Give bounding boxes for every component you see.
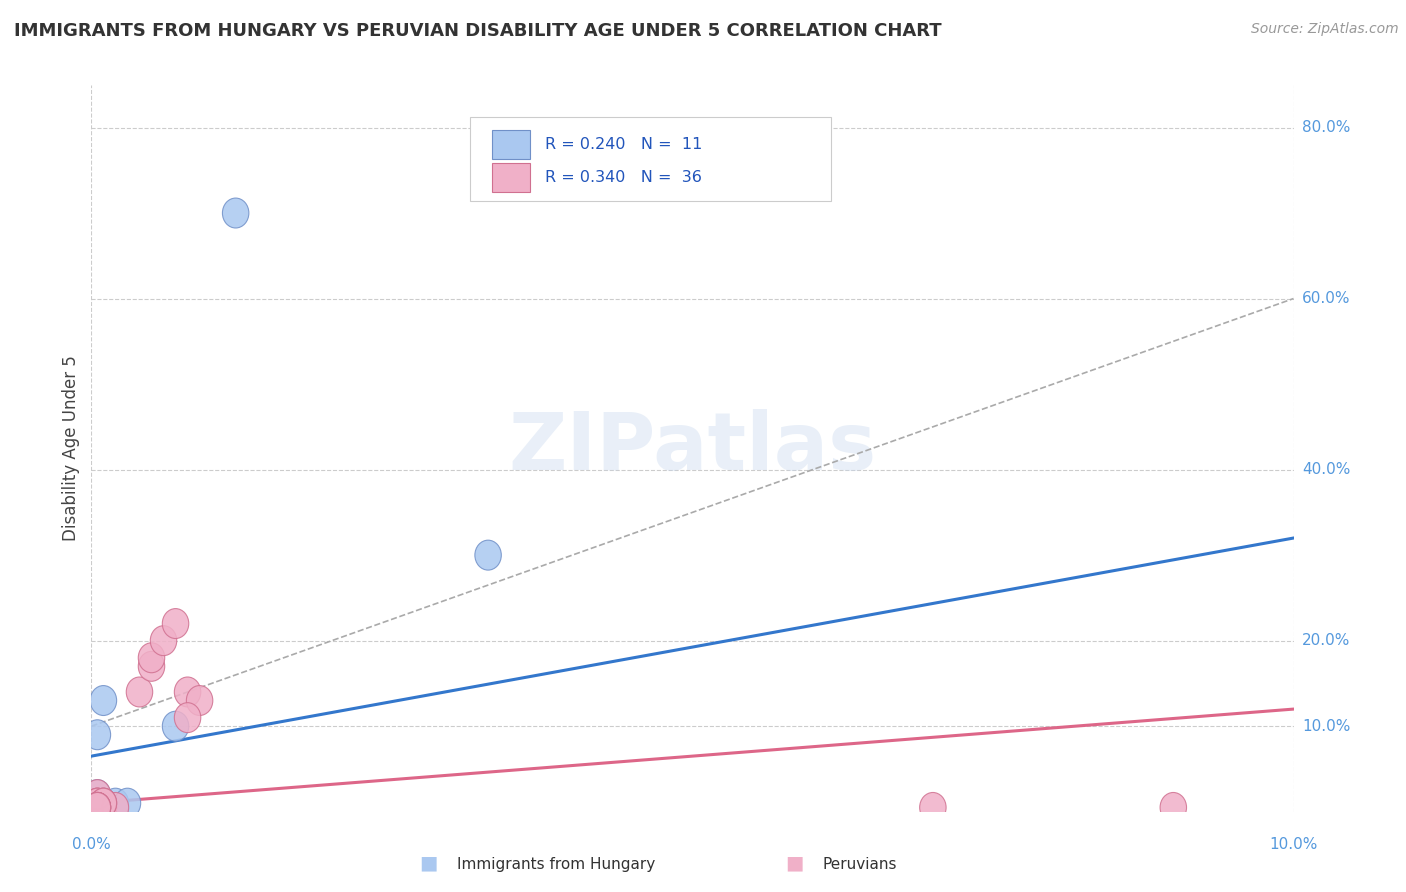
Ellipse shape <box>187 686 212 715</box>
Ellipse shape <box>84 792 111 822</box>
Ellipse shape <box>162 711 188 741</box>
Ellipse shape <box>84 792 111 822</box>
Text: 80.0%: 80.0% <box>1302 120 1350 135</box>
Ellipse shape <box>84 792 111 822</box>
Ellipse shape <box>84 792 111 822</box>
Text: Immigrants from Hungary: Immigrants from Hungary <box>457 857 655 872</box>
Ellipse shape <box>84 792 111 822</box>
Ellipse shape <box>84 789 111 818</box>
Text: ■: ■ <box>419 854 439 872</box>
Ellipse shape <box>84 789 111 818</box>
Ellipse shape <box>174 703 201 732</box>
Ellipse shape <box>84 792 111 822</box>
Ellipse shape <box>127 677 153 707</box>
Text: IMMIGRANTS FROM HUNGARY VS PERUVIAN DISABILITY AGE UNDER 5 CORRELATION CHART: IMMIGRANTS FROM HUNGARY VS PERUVIAN DISA… <box>14 22 942 40</box>
Text: 10.0%: 10.0% <box>1270 837 1317 852</box>
Ellipse shape <box>90 792 117 822</box>
Ellipse shape <box>174 677 201 707</box>
Ellipse shape <box>84 792 111 822</box>
Ellipse shape <box>103 789 129 818</box>
Text: Source: ZipAtlas.com: Source: ZipAtlas.com <box>1251 22 1399 37</box>
Ellipse shape <box>114 789 141 818</box>
Ellipse shape <box>84 792 111 822</box>
Ellipse shape <box>138 651 165 681</box>
Bar <box>492 163 530 193</box>
Ellipse shape <box>150 625 177 656</box>
Text: ZIPatlas: ZIPatlas <box>509 409 876 487</box>
Text: R = 0.240   N =  11: R = 0.240 N = 11 <box>544 136 702 152</box>
Ellipse shape <box>84 792 111 822</box>
Ellipse shape <box>84 789 111 818</box>
Ellipse shape <box>84 792 111 822</box>
Ellipse shape <box>84 792 111 822</box>
Ellipse shape <box>84 780 111 810</box>
Text: R = 0.340   N =  36: R = 0.340 N = 36 <box>544 170 702 186</box>
FancyBboxPatch shape <box>470 118 831 201</box>
Ellipse shape <box>84 780 111 810</box>
Ellipse shape <box>84 792 111 822</box>
Ellipse shape <box>90 789 117 818</box>
Ellipse shape <box>90 792 117 822</box>
Ellipse shape <box>103 792 129 822</box>
Text: 40.0%: 40.0% <box>1302 462 1350 477</box>
Ellipse shape <box>90 789 117 818</box>
Ellipse shape <box>162 608 188 639</box>
Text: Peruvians: Peruvians <box>823 857 897 872</box>
Text: ■: ■ <box>785 854 804 872</box>
Text: 60.0%: 60.0% <box>1302 291 1350 306</box>
Text: 0.0%: 0.0% <box>72 837 111 852</box>
Ellipse shape <box>84 792 111 822</box>
Ellipse shape <box>90 789 117 818</box>
Ellipse shape <box>84 792 111 822</box>
Ellipse shape <box>1160 792 1187 822</box>
Ellipse shape <box>90 686 117 715</box>
Ellipse shape <box>138 643 165 673</box>
Ellipse shape <box>920 792 946 822</box>
Bar <box>492 129 530 159</box>
Ellipse shape <box>84 789 111 818</box>
Ellipse shape <box>90 792 117 822</box>
Y-axis label: Disability Age Under 5: Disability Age Under 5 <box>62 355 80 541</box>
Ellipse shape <box>222 198 249 228</box>
Text: 10.0%: 10.0% <box>1302 719 1350 734</box>
Ellipse shape <box>475 541 502 570</box>
Ellipse shape <box>84 720 111 749</box>
Ellipse shape <box>90 789 117 818</box>
Ellipse shape <box>84 789 111 818</box>
Text: 20.0%: 20.0% <box>1302 633 1350 648</box>
Ellipse shape <box>90 789 117 818</box>
